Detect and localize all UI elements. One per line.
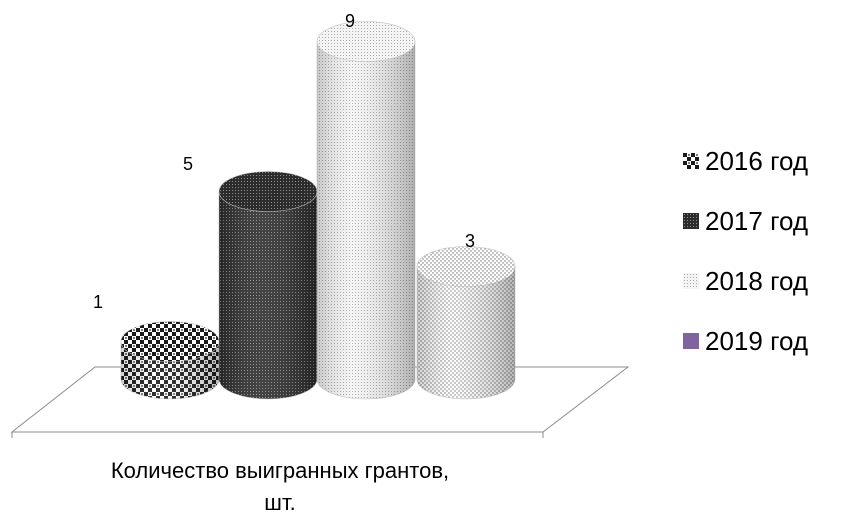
cylinder-bar-4 — [416, 246, 516, 400]
legend-swatch-2016 — [683, 153, 699, 169]
data-label-3: 9 — [345, 11, 355, 31]
data-label-4: 3 — [465, 231, 475, 251]
category-label-line-1: Количество выигранных грантов, — [110, 458, 450, 483]
bar-group — [120, 21, 516, 400]
category-axis-label: Количество выигранных грантов, шт. — [0, 455, 560, 519]
cylinder-shade-3 — [317, 41, 415, 399]
legend-item-2018: 2018 год — [683, 266, 808, 296]
legend-item-2016: 2016 год — [683, 146, 808, 176]
cylinder-top-1 — [120, 321, 220, 362]
cylinder-bar-1 — [120, 321, 220, 400]
legend-swatch-2019 — [683, 333, 699, 349]
legend-label-2019: 2019 год — [705, 325, 809, 356]
legend: 2016 год 2017 год 2018 год 2019 год — [683, 146, 808, 386]
legend-item-2017: 2017 год — [683, 206, 808, 236]
legend-label-2017: 2017 год — [705, 205, 809, 236]
cylinder-shade-2 — [219, 191, 317, 399]
legend-label-2016: 2016 год — [705, 145, 809, 176]
cylinder-bar-2 — [218, 171, 318, 400]
data-label-2: 5 — [183, 154, 193, 174]
cylinder-bar-3 — [316, 21, 416, 400]
legend-item-2019: 2019 год — [683, 326, 808, 356]
legend-swatch-2018 — [683, 273, 699, 289]
legend-label-2018: 2018 год — [705, 265, 809, 296]
cylinder-top-2 — [218, 171, 318, 212]
category-label-line-2: шт. — [264, 490, 296, 515]
legend-swatch-2017 — [683, 213, 699, 229]
cylinder-top-4 — [416, 246, 516, 287]
data-label-1: 1 — [93, 292, 103, 312]
cylinder-top-3 — [316, 21, 416, 62]
cylinder-shade-4 — [417, 266, 515, 399]
